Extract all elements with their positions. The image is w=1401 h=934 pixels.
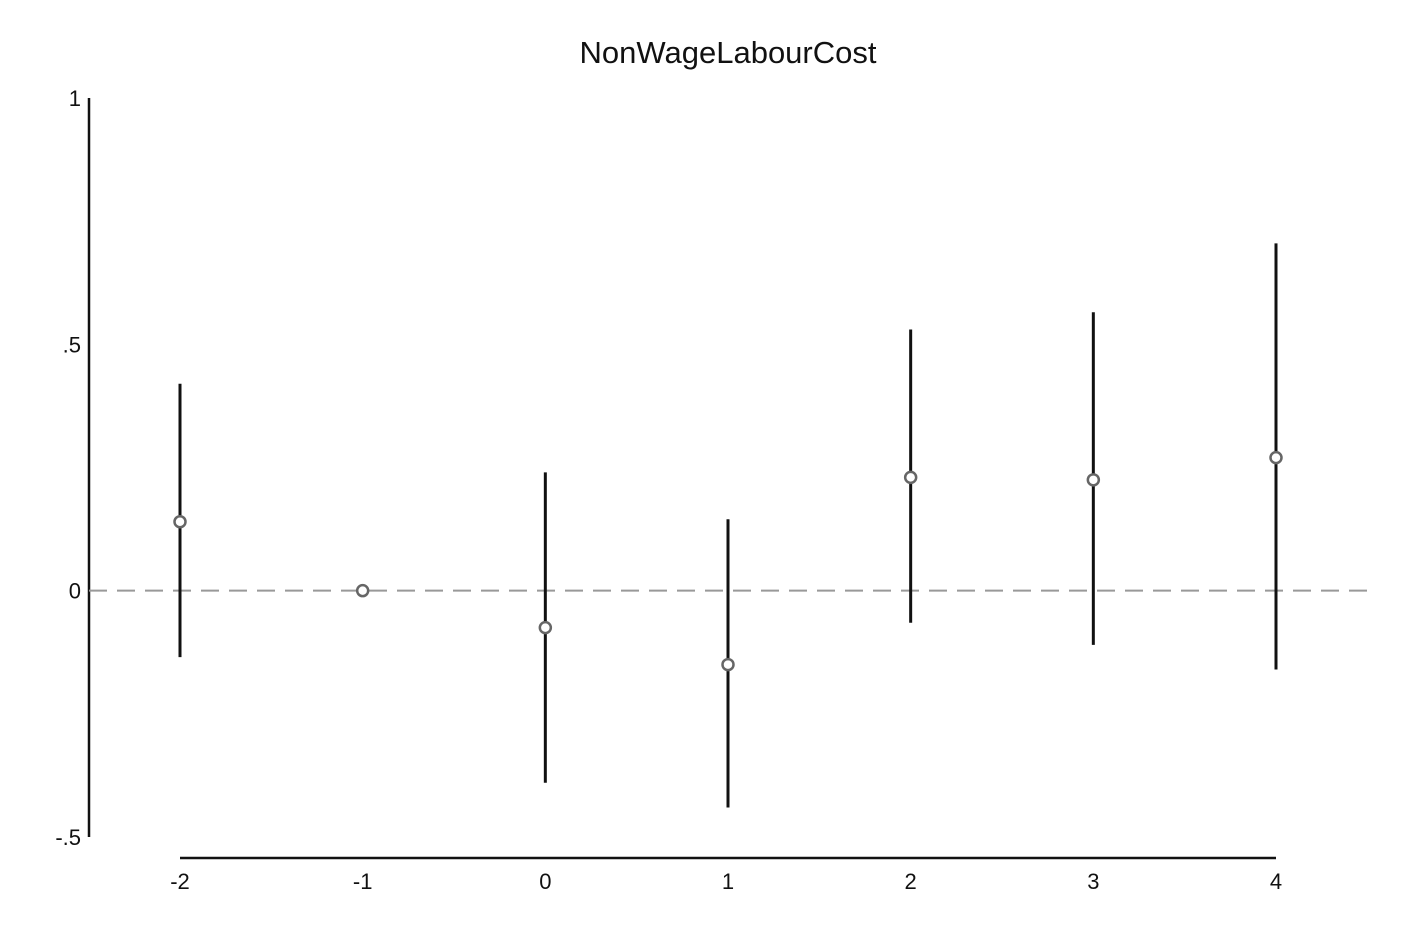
x-tick-label: 3 — [1087, 869, 1099, 894]
y-tick-label: 1 — [69, 86, 81, 111]
label-layer: -.5 0 .5 1 -2 -1 0 1 2 3 4 — [55, 86, 1282, 894]
chart-title: NonWageLabourCost — [580, 35, 877, 70]
x-tick-label: -2 — [170, 869, 190, 894]
point-estimate — [903, 470, 918, 485]
data-layer — [173, 243, 1283, 808]
y-tick-label: .5 — [63, 332, 81, 357]
y-tick-label: 0 — [69, 579, 81, 604]
y-tick-label: -.5 — [55, 825, 81, 850]
x-tick-label: 2 — [905, 869, 917, 894]
x-tick-label: -1 — [353, 869, 373, 894]
point-estimate — [538, 620, 553, 635]
x-tick-label: 0 — [539, 869, 551, 894]
point-estimate — [1269, 450, 1283, 465]
point-estimate — [355, 583, 370, 598]
point-estimate — [1086, 473, 1101, 487]
x-tick-label: 1 — [722, 869, 734, 894]
point-estimate — [173, 514, 187, 529]
point-estimate — [721, 657, 735, 672]
axes-layer — [87, 98, 1276, 860]
x-tick-label: 4 — [1270, 869, 1282, 894]
